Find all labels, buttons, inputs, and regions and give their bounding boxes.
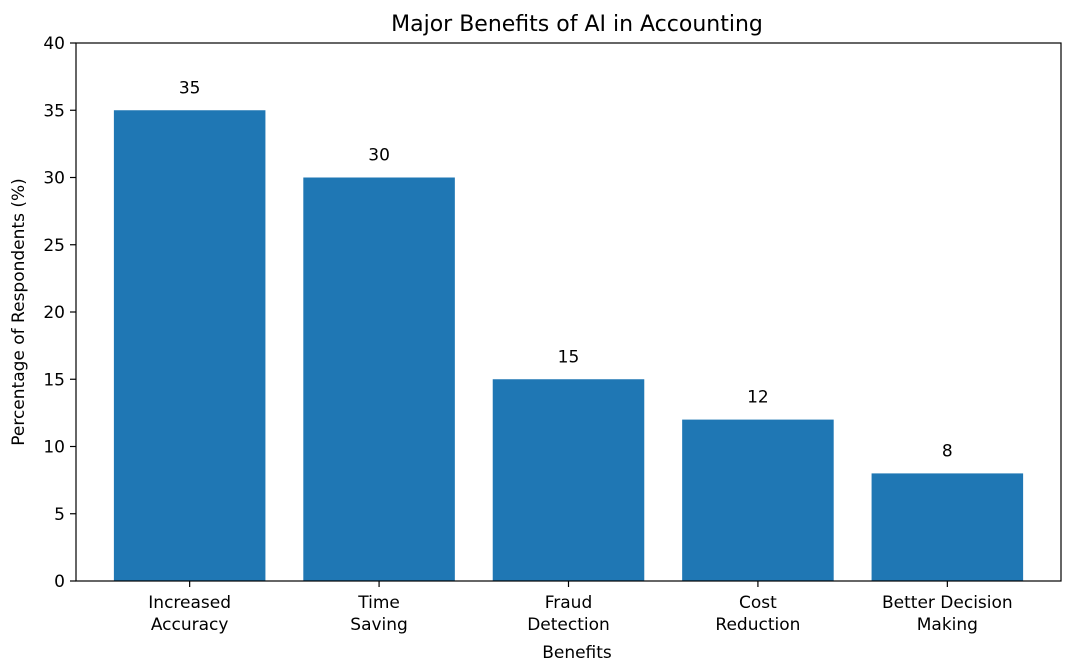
y-tick-label: 20 bbox=[43, 303, 65, 323]
y-tick-label: 10 bbox=[43, 438, 65, 458]
y-tick-label: 0 bbox=[54, 572, 65, 592]
x-tick-label: Saving bbox=[350, 615, 408, 635]
data-label: 12 bbox=[747, 388, 769, 408]
bar bbox=[492, 379, 645, 581]
x-axis-label: Benefits bbox=[542, 643, 612, 662]
data-label: 15 bbox=[558, 347, 580, 367]
plot-frame bbox=[75, 42, 1062, 582]
bars-group bbox=[113, 110, 1024, 581]
y-axis: 0 5 10 15 20 25 30 35 40 bbox=[43, 34, 76, 592]
data-label: 8 bbox=[942, 441, 953, 461]
y-tick-label: 25 bbox=[43, 236, 65, 256]
data-label: 30 bbox=[368, 146, 390, 166]
bar bbox=[113, 110, 266, 581]
y-tick-label: 15 bbox=[43, 370, 65, 390]
data-labels-group: 35 30 15 12 8 bbox=[179, 78, 953, 461]
x-tick-label: Better Decision bbox=[882, 593, 1013, 613]
x-tick-label: Fraud bbox=[545, 593, 593, 613]
bar bbox=[871, 473, 1024, 581]
y-tick-label: 30 bbox=[43, 169, 65, 189]
x-tick-label: Accuracy bbox=[151, 615, 229, 635]
x-tick-label: Detection bbox=[527, 615, 610, 635]
chart-title: Major Benefits of AI in Accounting bbox=[391, 12, 763, 37]
y-tick-label: 5 bbox=[54, 505, 65, 525]
x-tick-label: Time bbox=[357, 593, 400, 613]
x-tick-label: Increased bbox=[148, 593, 231, 613]
bar bbox=[682, 419, 834, 581]
y-tick-label: 35 bbox=[43, 101, 65, 121]
bar bbox=[303, 177, 455, 581]
data-label: 35 bbox=[179, 78, 201, 98]
x-tick-label: Reduction bbox=[715, 615, 800, 635]
y-tick-label: 40 bbox=[43, 34, 65, 54]
x-tick-label: Cost bbox=[739, 593, 777, 613]
x-tick-label: Making bbox=[917, 615, 978, 635]
y-axis-label: Percentage of Respondents (%) bbox=[9, 178, 29, 446]
